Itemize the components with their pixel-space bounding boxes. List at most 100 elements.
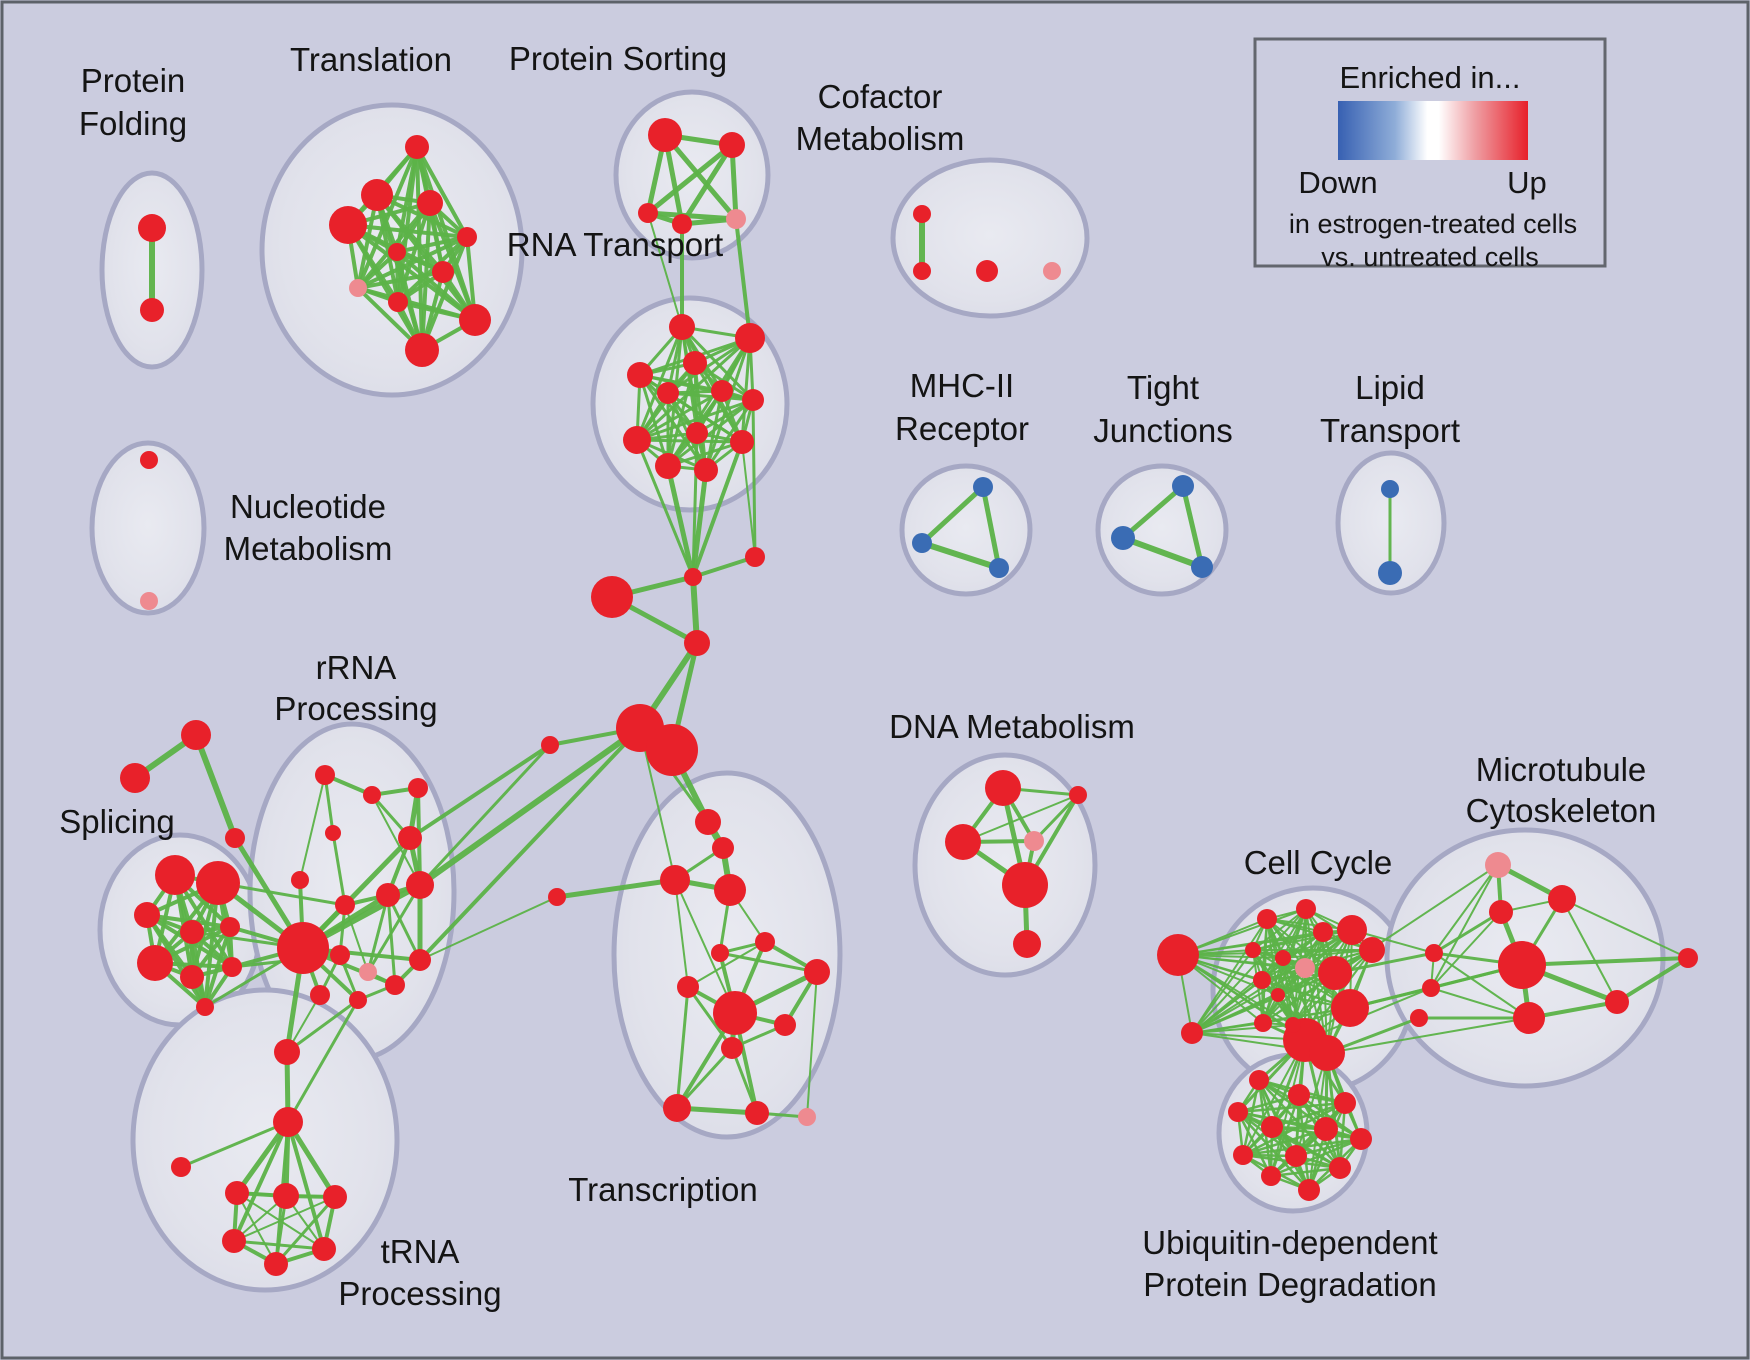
legend-title: Enriched in...	[1340, 60, 1521, 95]
node-tp	[171, 1157, 191, 1177]
edge-link-rr-tp	[285, 998, 360, 1054]
edge-link-ps-rnat	[647, 212, 683, 328]
edge-ub	[1269, 1166, 1342, 1178]
edge-tx	[718, 951, 819, 974]
cluster-label-cm: Cofactor	[818, 78, 943, 115]
edge-rnat	[704, 398, 755, 472]
node-rr	[408, 778, 428, 798]
node-rnat	[627, 362, 653, 388]
edge-tr	[395, 250, 477, 322]
edge-link-rnat-conn	[751, 398, 757, 559]
node-sp	[222, 957, 242, 977]
node-conn	[591, 576, 633, 618]
edge-tr	[395, 235, 469, 254]
node-cc	[1275, 950, 1291, 966]
cluster-label-lt: Lipid	[1355, 369, 1425, 406]
edge-tr	[356, 235, 469, 290]
edge-mt	[1430, 864, 1499, 989]
edge-ps	[662, 132, 739, 222]
node-tp	[222, 1229, 246, 1253]
node-mt	[1678, 948, 1698, 968]
node-dm	[945, 824, 981, 860]
node-tp	[273, 1183, 299, 1209]
cluster-label-mt: Cytoskeleton	[1466, 792, 1657, 829]
edge-tp	[274, 1195, 337, 1266]
node-rnat	[711, 380, 733, 402]
node-tx	[798, 1108, 816, 1126]
edge-link-conn-rr	[408, 743, 552, 840]
node-mt	[1410, 1009, 1428, 1027]
node-rnat	[694, 458, 718, 482]
legend: Enriched in... Down Up in estrogen-treated …	[1253, 37, 1607, 272]
node-sp	[220, 917, 240, 937]
node-tx	[695, 809, 721, 835]
edge-cc	[1282, 949, 1373, 959]
node-tp	[225, 1181, 249, 1205]
cluster-label-tj: Tight	[1127, 369, 1199, 406]
node-ub	[1288, 1084, 1310, 1106]
cluster-ellipse-dm	[912, 752, 1098, 978]
edge-cc	[1177, 908, 1307, 956]
node-sp	[155, 855, 195, 895]
edge-cc	[1191, 918, 1268, 1034]
node-rr	[359, 963, 377, 981]
node-sp	[134, 902, 160, 928]
node-tr	[329, 206, 367, 244]
edge-tr	[356, 270, 445, 290]
edge-rnat	[635, 398, 755, 442]
cluster-label-nm: Metabolism	[224, 530, 393, 567]
node-tx	[714, 874, 746, 906]
edge-tp	[236, 1192, 277, 1265]
node-dm	[1069, 786, 1087, 804]
edge-tx	[686, 985, 734, 1050]
node-ps	[719, 132, 745, 158]
edge-link-conn-rr	[418, 726, 642, 962]
labels-layer: Protein Folding Translation Protein Sorting…	[59, 40, 1656, 1312]
edge-mt	[1432, 910, 1503, 955]
edge-cc	[1261, 931, 1324, 981]
node-rr	[409, 949, 431, 971]
node-rr	[330, 945, 350, 965]
node-tp	[274, 1039, 300, 1065]
edge-mhc	[919, 540, 1002, 571]
edge-cc	[1191, 908, 1307, 1034]
edge-mt	[1561, 898, 1618, 1003]
node-conn	[684, 630, 710, 656]
node-rnat	[655, 453, 681, 479]
cluster-label-lt: Transport	[1320, 412, 1460, 449]
node-rnat	[742, 389, 764, 411]
node-tx	[774, 1014, 796, 1036]
node-rr	[325, 825, 341, 841]
node-tr	[417, 190, 443, 216]
node-dm	[1013, 930, 1041, 958]
edge-tx	[674, 879, 689, 988]
edge-sp	[145, 913, 207, 1009]
edge-cc	[1252, 929, 1353, 951]
node-tr	[457, 227, 477, 247]
edge-link-rnat-conn	[635, 438, 695, 579]
legend-subtitle-line1: in estrogen-treated cells	[1289, 209, 1577, 239]
edge-rr	[366, 883, 422, 974]
node-conn	[745, 547, 765, 567]
node-mt	[1548, 885, 1576, 913]
node-ps	[638, 203, 658, 223]
node-mt	[1489, 900, 1513, 924]
node-free	[225, 828, 245, 848]
node-pf	[138, 214, 166, 242]
node-cm	[913, 205, 931, 223]
edge-rr	[371, 794, 421, 886]
edge-link-rnat-conn	[690, 467, 709, 580]
node-tx	[677, 976, 699, 998]
node-rr	[315, 765, 335, 785]
cluster-label-ub: Protein Degradation	[1143, 1266, 1437, 1303]
node-cc	[1359, 937, 1385, 963]
edge-mt	[1433, 952, 1530, 1019]
node-ub	[1314, 1117, 1338, 1141]
node-ub	[1261, 1116, 1283, 1138]
node-cc	[1271, 988, 1285, 1002]
node-mhc	[989, 558, 1009, 578]
node-cc	[1257, 909, 1277, 929]
edge-tp	[232, 1120, 290, 1243]
node-sp	[196, 998, 214, 1016]
node-tx	[755, 932, 775, 952]
